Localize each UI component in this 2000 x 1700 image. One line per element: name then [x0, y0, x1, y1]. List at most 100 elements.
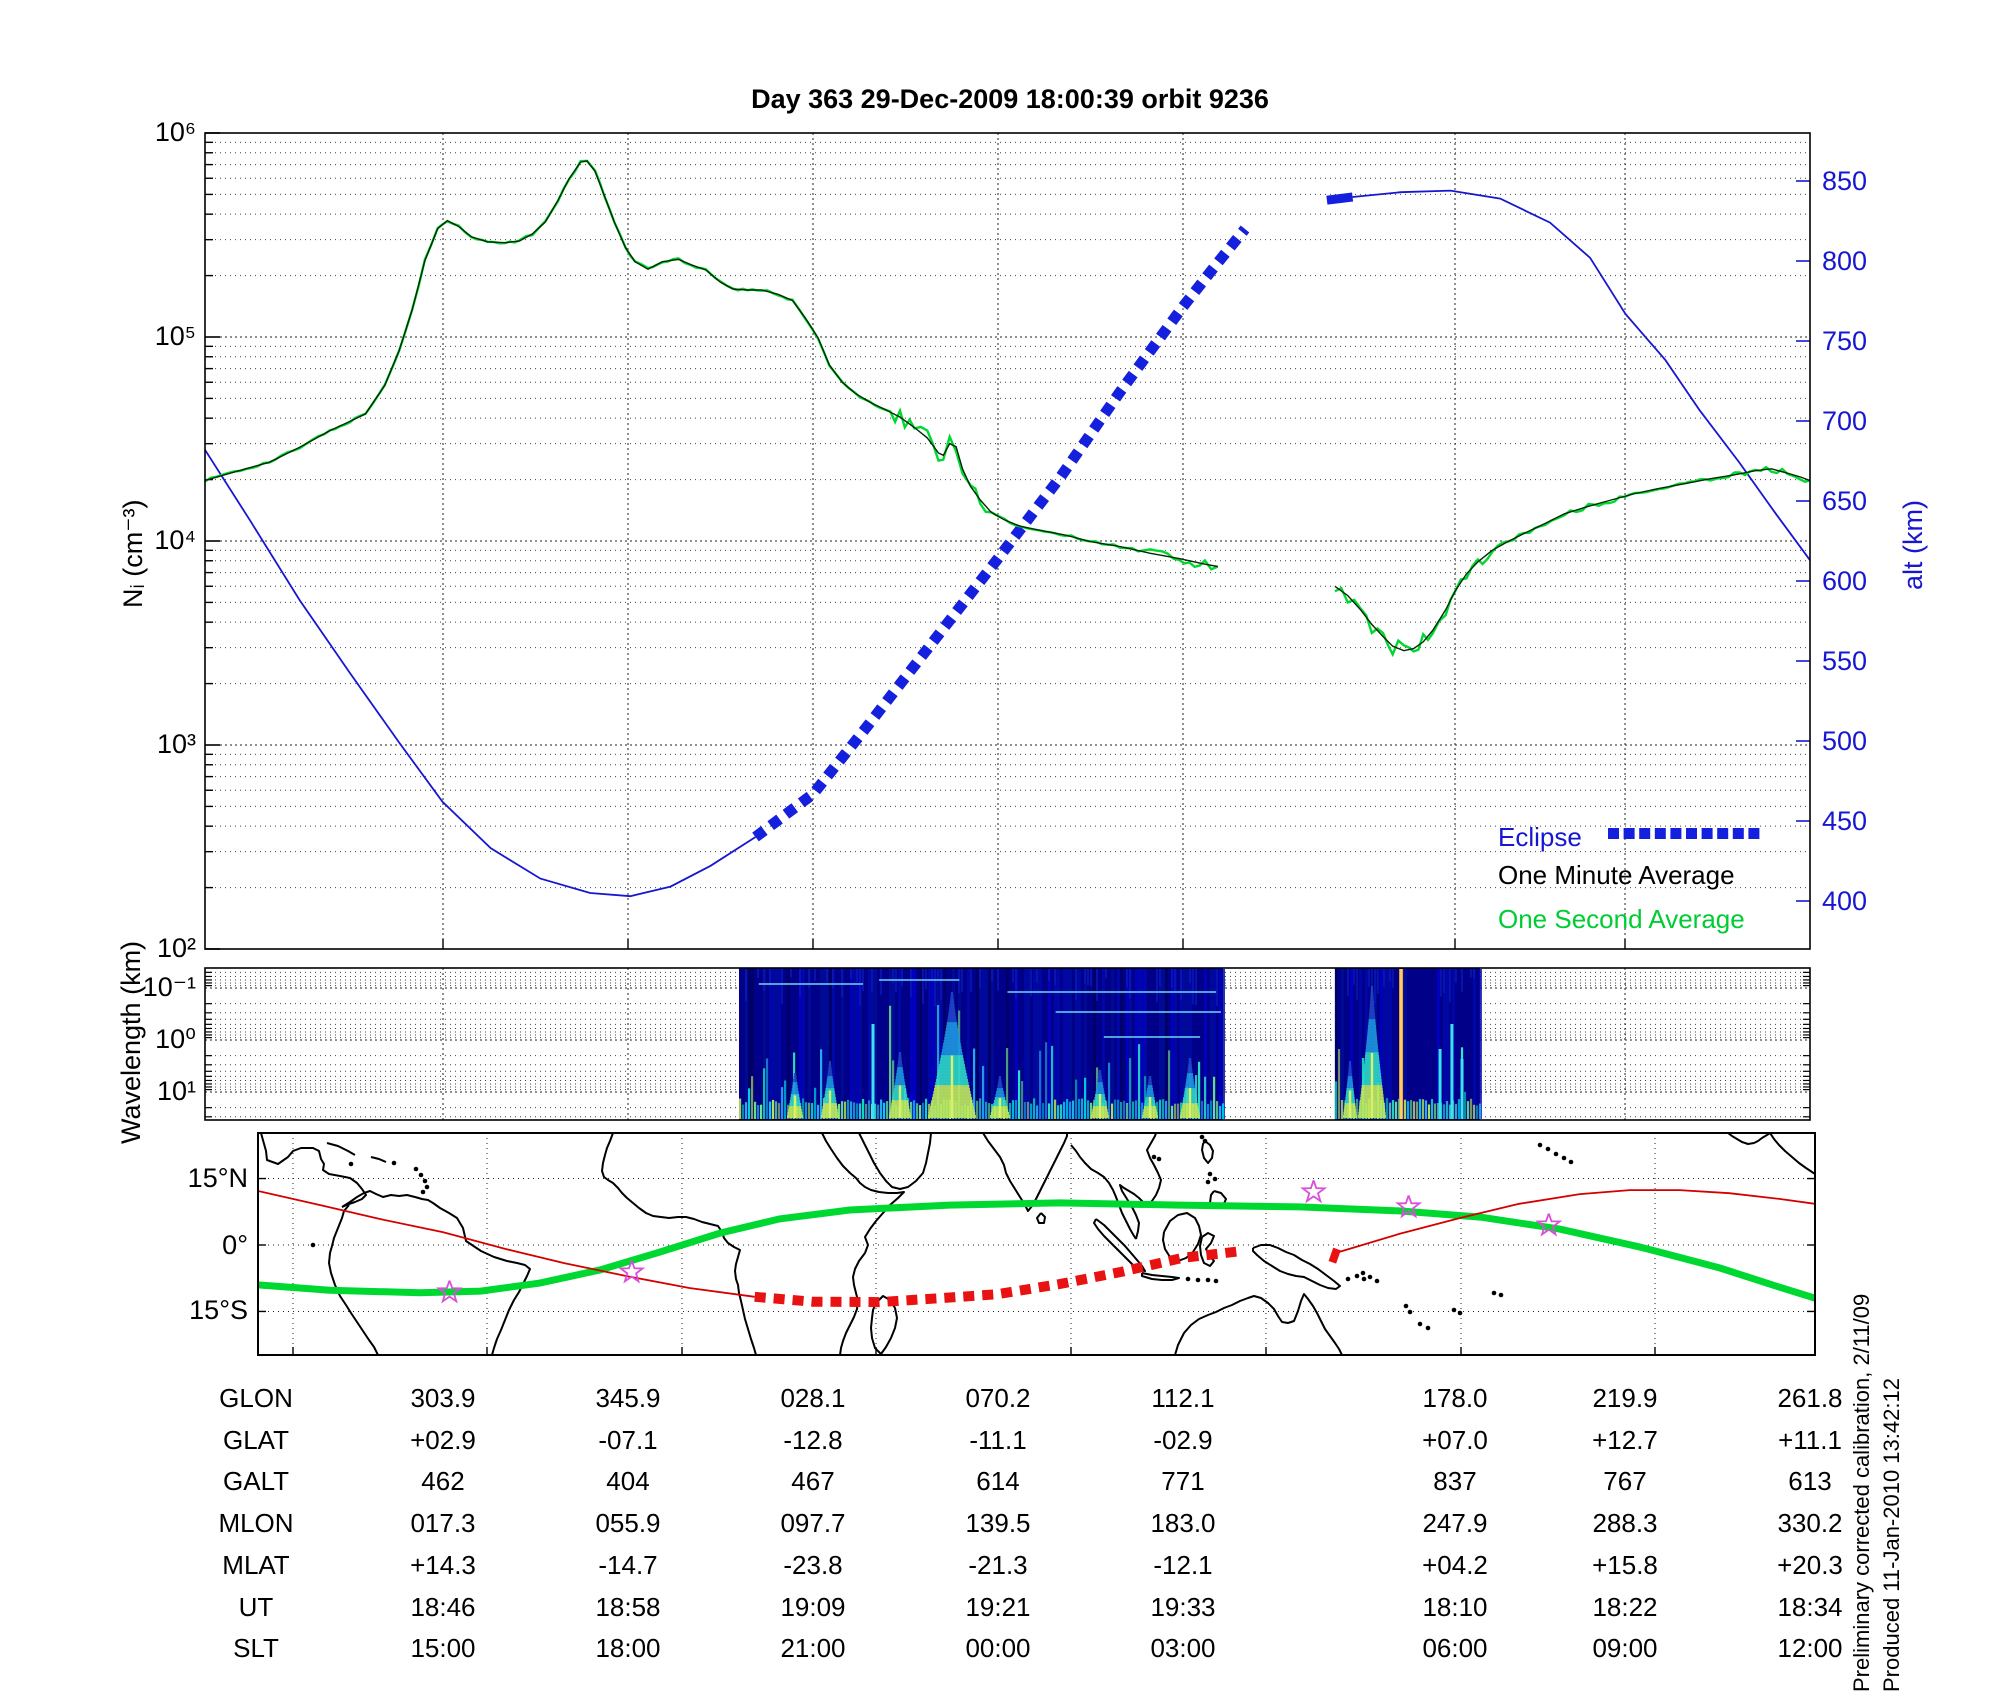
- table-row-label-glon: GLON: [219, 1383, 293, 1413]
- legend-eclipse-dashes: [1608, 828, 1760, 839]
- table-cell-glat-2: -12.8: [783, 1425, 843, 1455]
- table-cell-galt-4: 771: [1161, 1466, 1205, 1496]
- table-cell-mlon-2: 097.7: [780, 1508, 846, 1538]
- legend-eclipse-label: Eclipse: [1498, 822, 1582, 852]
- table-cell-glat-7: +11.1: [1778, 1425, 1842, 1455]
- alt-tick: 450: [1822, 806, 1868, 836]
- table-cell-mlat-0: +14.3: [410, 1550, 476, 1580]
- table-cell-glon-7: 261.8: [1777, 1383, 1843, 1413]
- table-cell-galt-1: 404: [606, 1466, 650, 1496]
- table-cell-galt-7: 613: [1788, 1466, 1832, 1496]
- table-cell-glon-1: 345.9: [595, 1383, 661, 1413]
- wavelength-tick: 10⁰: [155, 1024, 196, 1054]
- map-lat-tick: 15°N: [187, 1163, 248, 1193]
- table-cell-mlon-4: 183.0: [1150, 1508, 1216, 1538]
- table-cell-mlon-5: 247.9: [1422, 1508, 1488, 1538]
- table-cell-glon-0: 303.9: [410, 1383, 476, 1413]
- alt-tick: 600: [1822, 566, 1868, 596]
- table-cell-glat-6: +12.7: [1592, 1425, 1658, 1455]
- table-cell-galt-0: 462: [421, 1466, 465, 1496]
- table-row-label-ut: UT: [238, 1592, 274, 1622]
- satellite-track-line: [1338, 1189, 1815, 1253]
- ni-tick: 10⁵: [154, 321, 196, 351]
- table-cell-mlat-6: +15.8: [1592, 1550, 1658, 1580]
- table-cell-glat-3: -11.1: [969, 1425, 1027, 1455]
- one-second-average-curve: [204, 159, 1811, 658]
- table-row-label-galt: GALT: [223, 1466, 289, 1496]
- ni-tick: 10³: [156, 729, 196, 759]
- star-marker: [1300, 1180, 1328, 1204]
- table-cell-mlat-1: -14.7: [598, 1550, 658, 1580]
- table-cell-galt-2: 467: [791, 1466, 835, 1496]
- alt-tick: 700: [1822, 406, 1868, 436]
- map-lat-tick: 15°S: [189, 1295, 248, 1325]
- wavelength-tick: 10¹: [156, 1076, 196, 1106]
- table-cell-mlon-0: 017.3: [410, 1508, 476, 1538]
- alt-tick: 850: [1822, 166, 1868, 196]
- alt-tick: 650: [1822, 486, 1868, 516]
- page-title: Day 363 29-Dec-2009 18:00:39 orbit 9236: [751, 84, 1269, 114]
- satellite-track-eclipse-dashes: [754, 1246, 1242, 1308]
- star-marker: [1395, 1195, 1423, 1219]
- alt-tick: 550: [1822, 646, 1868, 676]
- satellite-track-line: [258, 1190, 755, 1298]
- table-row-label-mlon: MLON: [218, 1508, 294, 1538]
- wavelength-tick: 10⁻¹: [142, 972, 196, 1002]
- table-cell-mlat-4: -12.1: [1153, 1550, 1213, 1580]
- table-cell-mlat-7: +20.3: [1777, 1550, 1843, 1580]
- legend-one-second-label: One Second Average: [1498, 904, 1745, 934]
- table-cell-mlat-3: -21.3: [968, 1550, 1028, 1580]
- table-cell-mlat-5: +04.2: [1422, 1550, 1488, 1580]
- table-cell-slt-0: 15:00: [410, 1633, 476, 1663]
- table-cell-slt-7: 12:00: [1777, 1633, 1843, 1663]
- table-cell-glon-6: 219.9: [1592, 1383, 1658, 1413]
- table-cell-slt-6: 09:00: [1592, 1633, 1658, 1663]
- ni-tick: 10⁶: [154, 117, 196, 147]
- table-cell-mlat-2: -23.8: [783, 1550, 843, 1580]
- star-marker: [618, 1260, 646, 1284]
- table-cell-slt-1: 18:00: [595, 1633, 661, 1663]
- ground-track-map: [258, 1133, 1815, 1355]
- coastlines: [260, 1133, 1815, 1355]
- density-panel-frame: [204, 132, 1811, 950]
- table-cell-glat-0: +02.9: [410, 1425, 476, 1455]
- table-row-label-glat: GLAT: [223, 1425, 289, 1455]
- table-cell-galt-6: 767: [1603, 1466, 1647, 1496]
- table-cell-ut-3: 19:21: [965, 1592, 1031, 1622]
- table-cell-glat-4: -02.9: [1153, 1425, 1213, 1455]
- star-marker: [436, 1280, 463, 1304]
- one-minute-average-curve: [204, 160, 1811, 652]
- table-cell-slt-2: 21:00: [780, 1633, 846, 1663]
- table-cell-ut-4: 19:33: [1150, 1592, 1216, 1622]
- table-cell-ut-0: 18:46: [410, 1592, 476, 1622]
- eclipse-altitude-dashes: [752, 192, 1354, 842]
- table-cell-glat-5: +07.0: [1422, 1425, 1488, 1455]
- table-cell-ut-7: 18:34: [1777, 1592, 1843, 1622]
- table-cell-glat-1: -07.1: [598, 1425, 658, 1455]
- table-cell-galt-3: 614: [976, 1466, 1020, 1496]
- map-lat-tick: 0°: [222, 1230, 248, 1260]
- table-cell-slt-4: 03:00: [1150, 1633, 1216, 1663]
- alt-axis-label: alt (km): [1898, 500, 1928, 590]
- table-row-label-slt: SLT: [233, 1633, 279, 1663]
- altitude-curve: [204, 189, 1811, 898]
- table-cell-glon-3: 070.2: [965, 1383, 1031, 1413]
- alt-tick: 400: [1822, 886, 1868, 916]
- table-cell-ut-5: 18:10: [1422, 1592, 1488, 1622]
- table-cell-slt-5: 06:00: [1422, 1633, 1488, 1663]
- table-cell-mlon-6: 288.3: [1592, 1508, 1658, 1538]
- ni-tick: 10⁴: [154, 525, 196, 555]
- alt-tick: 750: [1822, 326, 1868, 356]
- alt-tick: 500: [1822, 726, 1868, 756]
- table-cell-mlon-1: 055.9: [595, 1508, 661, 1538]
- magnetic-equator-line: [258, 1199, 1815, 1302]
- calibration-note: Preliminary corrected calibration, 2/11/…: [1849, 1293, 1874, 1692]
- star-marker: [1535, 1213, 1563, 1237]
- table-cell-galt-5: 837: [1433, 1466, 1477, 1496]
- table-cell-ut-1: 18:58: [595, 1592, 661, 1622]
- table-cell-slt-3: 00:00: [965, 1633, 1031, 1663]
- alt-tick: 800: [1822, 246, 1868, 276]
- map-panel-frame: [257, 1132, 1816, 1356]
